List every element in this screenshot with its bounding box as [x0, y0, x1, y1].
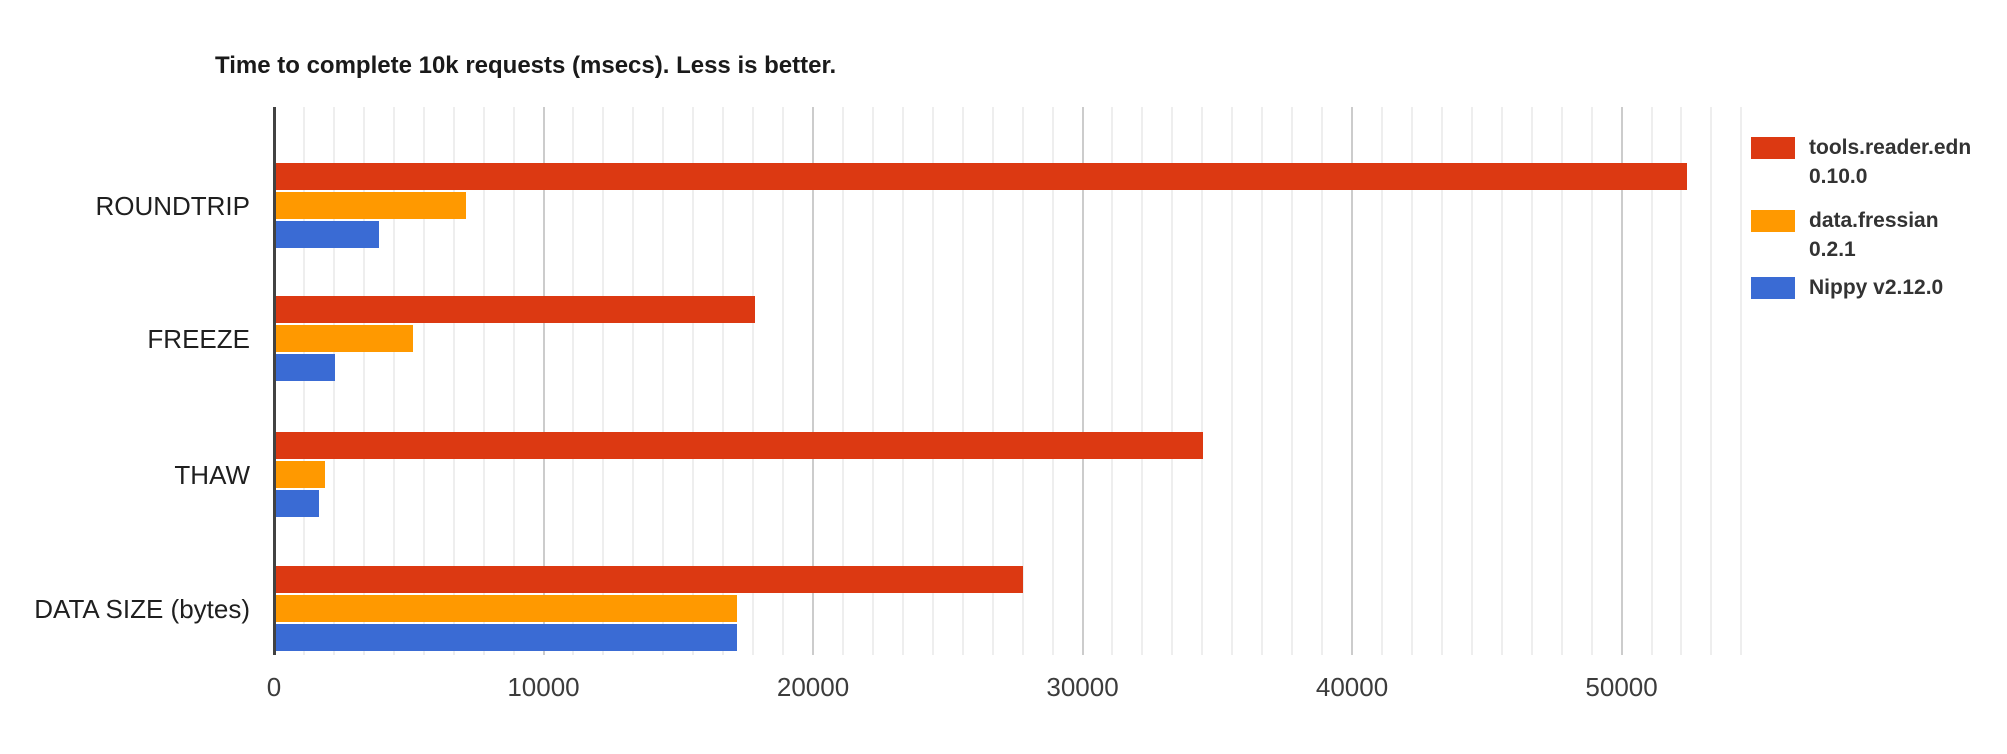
minor-gridline [392, 107, 395, 655]
legend-entry-nippy-v2-12-0: Nippy v2.12.0 [1751, 273, 1943, 302]
minor-gridline [1710, 107, 1713, 655]
minor-gridline [362, 107, 365, 655]
minor-gridline [1650, 107, 1653, 655]
chart-title: Time to complete 10k requests (msecs). L… [215, 52, 837, 79]
legend-label-tools-reader-edn-0-10-0: tools.reader.edn 0.10.0 [1809, 133, 1971, 191]
legend-label-data-fressian-0-2-1: data.fressian 0.2.1 [1809, 206, 1939, 264]
bar-data-size-bytes-data-fressian-0-2-1[interactable] [276, 595, 737, 622]
minor-gridline [1051, 107, 1054, 655]
minor-gridline [1261, 107, 1264, 655]
minor-gridline [302, 107, 305, 655]
bar-thaw-data-fressian-0-2-1[interactable] [276, 461, 325, 488]
x-tick-label-50000: 50000 [1585, 672, 1658, 702]
legend-label-line: 0.2.1 [1809, 238, 1856, 261]
minor-gridline [1231, 107, 1234, 655]
bar-data-size-bytes-nippy-v2-12-0[interactable] [276, 624, 737, 651]
category-label-thaw: THAW [174, 459, 250, 490]
major-gridline [812, 107, 815, 655]
category-label-data-size-bytes: DATA SIZE (bytes) [34, 593, 250, 624]
minor-gridline [1440, 107, 1443, 655]
minor-gridline [1680, 107, 1683, 655]
minor-gridline [991, 107, 994, 655]
minor-gridline [332, 107, 335, 655]
bar-roundtrip-data-fressian-0-2-1[interactable] [276, 192, 466, 219]
legend-entry-tools-reader-edn-0-10-0: tools.reader.edn 0.10.0 [1751, 133, 1971, 191]
minor-gridline [632, 107, 635, 655]
legend-entry-data-fressian-0-2-1: data.fressian 0.2.1 [1751, 206, 1939, 264]
minor-gridline [482, 107, 485, 655]
minor-gridline [961, 107, 964, 655]
minor-gridline [1560, 107, 1563, 655]
legend-label-line: Nippy v2.12.0 [1809, 276, 1944, 299]
minor-gridline [1321, 107, 1324, 655]
minor-gridline [1201, 107, 1204, 655]
minor-gridline [422, 107, 425, 655]
major-gridline [1351, 107, 1354, 655]
x-tick-label-10000: 10000 [507, 672, 580, 702]
minor-gridline [1500, 107, 1503, 655]
minor-gridline [1590, 107, 1593, 655]
minor-gridline [572, 107, 575, 655]
minor-gridline [782, 107, 785, 655]
minor-gridline [1470, 107, 1473, 655]
legend-label-line: 0.10.0 [1809, 165, 1868, 188]
legend-swatch-tools-reader-edn-0-10-0 [1751, 137, 1795, 159]
minor-gridline [1141, 107, 1144, 655]
major-gridline [542, 107, 545, 655]
x-tick-label-30000: 30000 [1046, 672, 1119, 702]
minor-gridline [1380, 107, 1383, 655]
minor-gridline [1171, 107, 1174, 655]
minor-gridline [1530, 107, 1533, 655]
minor-gridline [512, 107, 515, 655]
legend-label-line: tools.reader.edn [1809, 136, 1972, 159]
minor-gridline [752, 107, 755, 655]
minor-gridline [1111, 107, 1114, 655]
bar-thaw-nippy-v2-12-0[interactable] [276, 490, 319, 517]
x-tick-label-0: 0 [266, 672, 282, 702]
value-axis-zero-line [273, 107, 276, 655]
x-tick-label-40000: 40000 [1315, 672, 1389, 702]
bar-thaw-tools-reader-edn-0-10-0[interactable] [276, 432, 1203, 459]
legend-swatch-data-fressian-0-2-1 [1751, 210, 1795, 232]
major-gridline [1081, 107, 1084, 655]
minor-gridline [452, 107, 455, 655]
bar-data-size-bytes-tools-reader-edn-0-10-0[interactable] [276, 566, 1023, 593]
minor-gridline [602, 107, 605, 655]
minor-gridline [1740, 107, 1743, 655]
legend-label-line: data.fressian [1809, 209, 1939, 232]
legend-swatch-nippy-v2-12-0 [1751, 277, 1795, 299]
minor-gridline [692, 107, 695, 655]
minor-gridline [1021, 107, 1024, 655]
minor-gridline [871, 107, 874, 655]
bar-freeze-tools-reader-edn-0-10-0[interactable] [276, 296, 755, 323]
category-label-freeze: FREEZE [147, 323, 250, 354]
bar-freeze-nippy-v2-12-0[interactable] [276, 354, 335, 381]
bar-roundtrip-nippy-v2-12-0[interactable] [276, 221, 379, 248]
minor-gridline [841, 107, 844, 655]
minor-gridline [901, 107, 904, 655]
minor-gridline [1410, 107, 1413, 655]
bar-roundtrip-tools-reader-edn-0-10-0[interactable] [276, 163, 1687, 190]
minor-gridline [1291, 107, 1294, 655]
minor-gridline [931, 107, 934, 655]
x-tick-label-20000: 20000 [776, 672, 850, 702]
category-label-roundtrip: ROUNDTRIP [95, 190, 250, 221]
bar-freeze-data-fressian-0-2-1[interactable] [276, 325, 413, 352]
legend-label-nippy-v2-12-0: Nippy v2.12.0 [1809, 273, 1943, 302]
minor-gridline [662, 107, 665, 655]
minor-gridline [722, 107, 725, 655]
major-gridline [1620, 107, 1623, 655]
